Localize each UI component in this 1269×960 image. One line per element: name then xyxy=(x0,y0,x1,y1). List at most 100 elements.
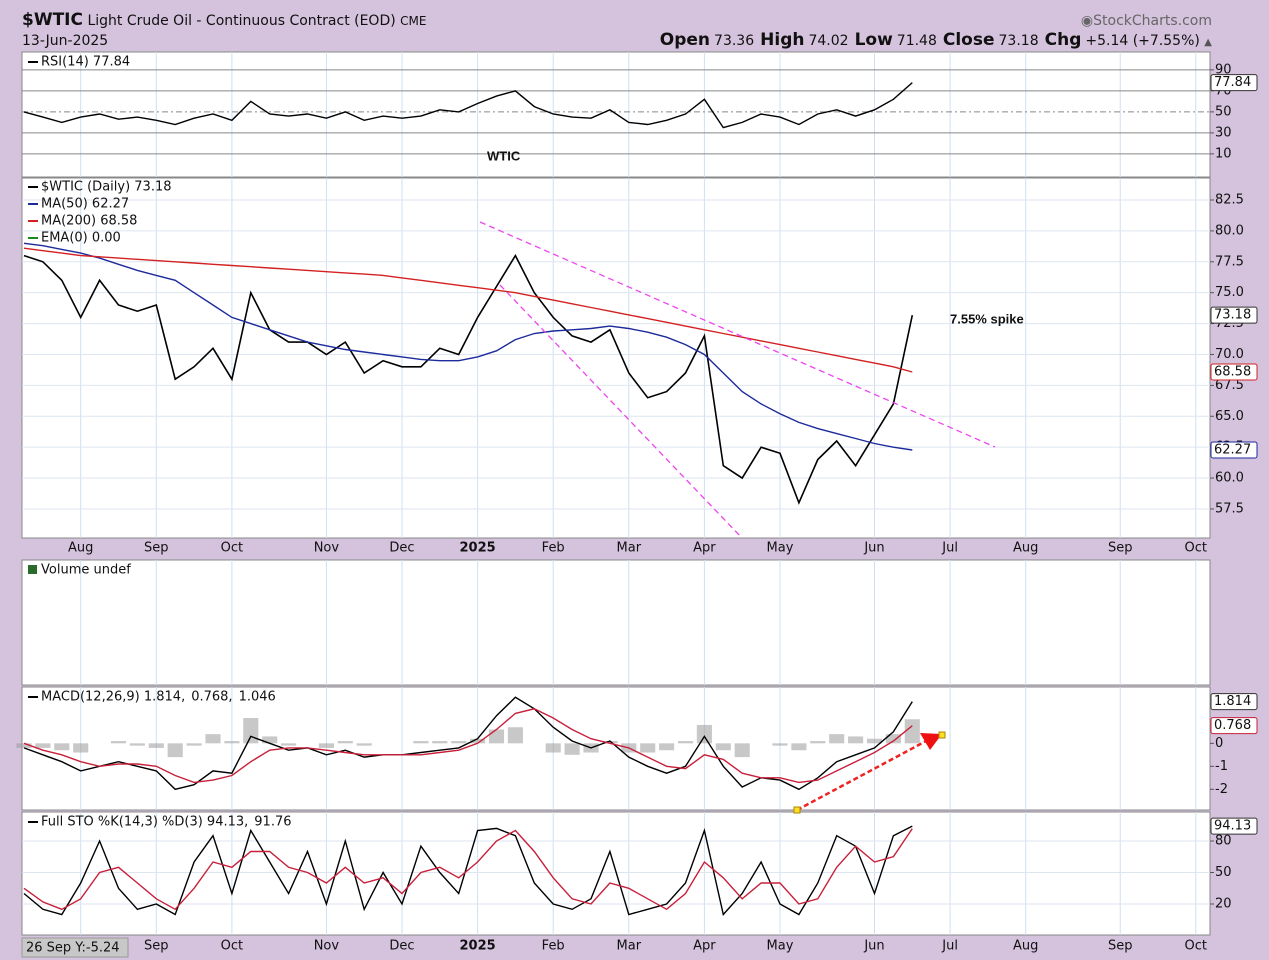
quote-label: Low xyxy=(854,30,893,50)
x-tick-label: Aug xyxy=(68,541,93,556)
quote-value: 73.18 xyxy=(998,33,1039,49)
series-line xyxy=(23,708,913,784)
histogram-bar xyxy=(451,741,467,744)
quote-label: Close xyxy=(942,30,995,50)
histogram-bar xyxy=(318,743,334,748)
annotation: 7.55% spike xyxy=(950,311,1024,326)
y-tick-label: 50 xyxy=(1215,865,1232,880)
x-tick-label: Dec xyxy=(389,939,414,954)
histogram-bar xyxy=(866,738,883,744)
y-tick-label: 10 xyxy=(1215,146,1232,161)
histogram-bar xyxy=(413,741,429,744)
legend-entry: MA(200) 68.58 xyxy=(41,214,137,229)
x-tick-label: Oct xyxy=(221,939,243,954)
y-tick-label: 80.0 xyxy=(1215,223,1244,238)
histogram-bar xyxy=(564,743,580,755)
y-tick-label: 77.5 xyxy=(1215,254,1244,269)
value-box xyxy=(1210,74,1258,92)
value-box xyxy=(1210,363,1258,381)
symbol: $WTIC xyxy=(22,10,83,30)
panels xyxy=(21,51,1211,936)
y-tick-label: 20 xyxy=(1215,897,1232,912)
histogram-bar xyxy=(696,724,712,744)
anchor xyxy=(938,731,946,739)
legend-entry: 0.768, xyxy=(191,690,232,705)
instrument-name: Light Crude Oil - Continuous Contract (E… xyxy=(87,13,396,29)
x-tick-label: Aug xyxy=(1013,939,1038,954)
x-tick-label: Sep xyxy=(144,541,169,556)
histogram-bar xyxy=(281,743,297,746)
panel xyxy=(21,177,1211,539)
x-tick-label: Sep xyxy=(144,939,169,954)
histogram-bar xyxy=(829,734,845,744)
y-tick-label: 75.0 xyxy=(1215,285,1244,300)
source: ◉StockCharts.com xyxy=(1080,13,1212,29)
value-box-label: 73.18 xyxy=(1214,308,1251,323)
histogram-bar xyxy=(224,741,240,744)
arrow-head xyxy=(920,733,942,750)
legend-entry: 91.76 xyxy=(254,815,291,830)
histogram-bar xyxy=(810,741,826,744)
value-box-label: 62.27 xyxy=(1214,443,1251,458)
histogram-bar xyxy=(470,738,486,744)
header: $WTIC Light Crude Oil - Continuous Contr… xyxy=(22,10,1212,50)
legend-entry: EMA(0) 0.00 xyxy=(41,231,121,246)
quote-value: +5.14 (+7.55%) xyxy=(1085,33,1200,49)
value-box xyxy=(1210,441,1258,459)
y-tick-label: 80 xyxy=(1215,833,1232,848)
x-tick-label: Aug xyxy=(1013,541,1038,556)
quote-value: 71.48 xyxy=(896,33,937,49)
series-line xyxy=(23,828,913,911)
histogram-bar xyxy=(243,718,259,744)
anchor xyxy=(793,806,801,814)
trendline xyxy=(479,221,996,448)
x-tick-label: Jul xyxy=(941,541,958,556)
value-box-label: 94.13 xyxy=(1214,819,1251,834)
series-line xyxy=(23,253,914,505)
histogram-bar xyxy=(54,743,70,751)
series-line xyxy=(23,242,913,451)
histogram-bar xyxy=(772,743,788,746)
histogram-bar xyxy=(148,743,164,748)
histogram-bar xyxy=(602,741,618,744)
cursor-box xyxy=(21,937,129,958)
trend-arrow xyxy=(796,738,929,812)
histogram-bar xyxy=(715,743,731,751)
legend-entry: MACD(12,26,9) 1.814, xyxy=(41,690,185,705)
value-box-label: 77.84 xyxy=(1214,75,1251,90)
cursor-label: 26 Sep Y:-5.24 xyxy=(26,941,120,956)
histogram-bar xyxy=(885,734,901,744)
series-line xyxy=(23,825,913,916)
header-row: 13-Jun-2025 Open 73.36 High 74.02 Low 71.48 Cl… xyxy=(22,30,1212,50)
y-tick-label: 30 xyxy=(1215,125,1232,140)
histogram-bar xyxy=(205,734,221,744)
histogram-bar xyxy=(432,741,448,744)
histogram-bar xyxy=(337,741,353,744)
value-box-label: 1.814 xyxy=(1214,694,1251,709)
histogram-bar xyxy=(186,743,202,746)
histogram-bar xyxy=(545,743,561,753)
legend-entry: Full STO %K(14,3) %D(3) 94.13, xyxy=(41,815,248,830)
y-tick-label: 0 xyxy=(1215,736,1223,751)
x-tick-label: 2025 xyxy=(460,939,496,954)
x-tick-label: Sep xyxy=(1108,939,1133,954)
histogram-bar xyxy=(73,743,89,753)
panel xyxy=(21,686,1211,811)
value-box xyxy=(1210,817,1258,835)
histogram-bar xyxy=(262,736,278,744)
legend-entry: $WTIC (Daily) 73.18 xyxy=(41,180,172,195)
x-tick-label: Apr xyxy=(693,541,716,556)
y-tick-label: 65.0 xyxy=(1215,409,1244,424)
histogram-bar xyxy=(488,729,505,744)
x-tick-label: Apr xyxy=(693,939,716,954)
exchange: CME xyxy=(400,14,427,28)
legend-entry: 1.046 xyxy=(239,690,276,705)
x-tick-label: Feb xyxy=(542,939,565,954)
source-text: StockCharts.com xyxy=(1093,13,1212,29)
panel-title: Volume undef xyxy=(41,563,131,578)
histogram-bar xyxy=(35,743,51,748)
x-tick-label: Jun xyxy=(863,541,884,556)
histogram-bar xyxy=(791,743,807,751)
